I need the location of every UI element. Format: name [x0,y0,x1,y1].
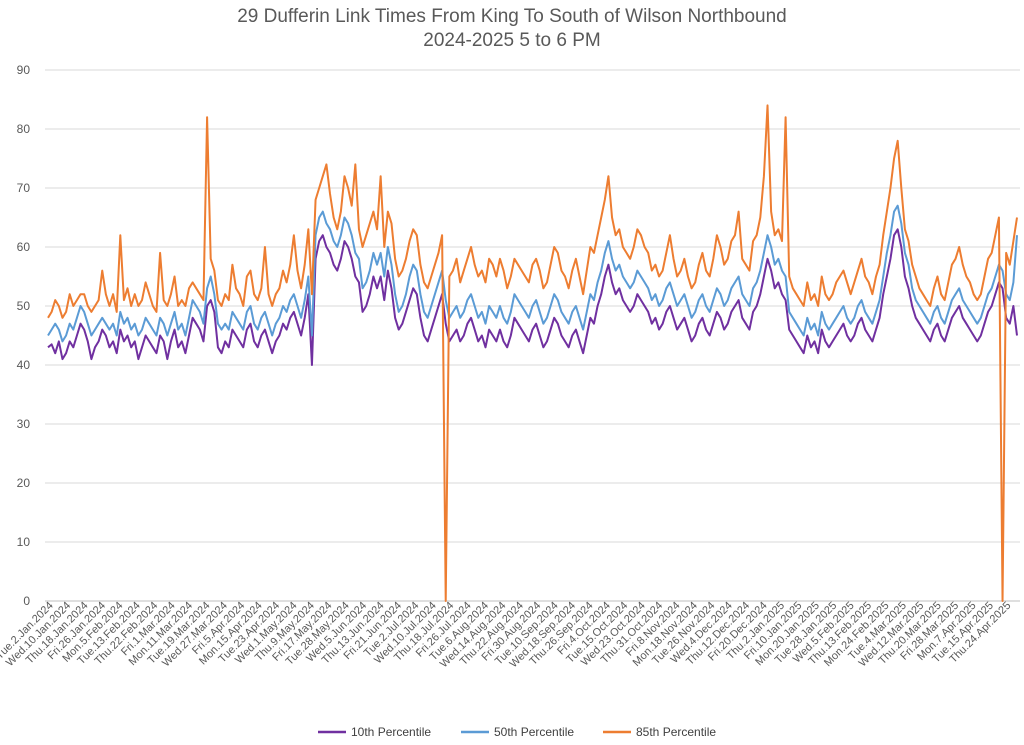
y-tick-label: 80 [17,122,31,136]
y-tick-label: 60 [17,240,31,254]
y-tick-label: 40 [17,358,31,372]
legend: 10th Percentile 50th Percentile 85th Perce… [318,725,716,739]
legend-label: 50th Percentile [494,725,574,739]
chart-subtitle: 2024-2025 5 to 6 PM [423,30,601,51]
legend-label: 85th Percentile [636,725,716,739]
series-line-50th-percentile [47,204,1018,343]
y-tick-label: 10 [17,535,31,549]
y-tick-label: 50 [17,299,31,313]
y-tick-label: 70 [17,181,31,195]
gridlines [45,69,1020,602]
y-tick-label: 20 [17,476,31,490]
legend-label: 10th Percentile [351,725,431,739]
x-axis-ticks: Tue.2.Jan.2024Wed.10.Jan.2024Thu.18.Jan.… [0,600,1013,671]
series-lines [47,104,1018,602]
series-line-10th-percentile [47,228,1018,366]
y-tick-label: 30 [17,417,31,431]
y-axis-ticks: 0 10 20 30 40 50 60 70 80 90 [17,63,31,608]
y-tick-label: 90 [17,63,31,77]
chart-title: 29 Dufferin Link Times From King To Sout… [237,6,787,27]
y-tick-label: 0 [23,594,30,608]
series-line-85th-percentile [47,104,1018,602]
